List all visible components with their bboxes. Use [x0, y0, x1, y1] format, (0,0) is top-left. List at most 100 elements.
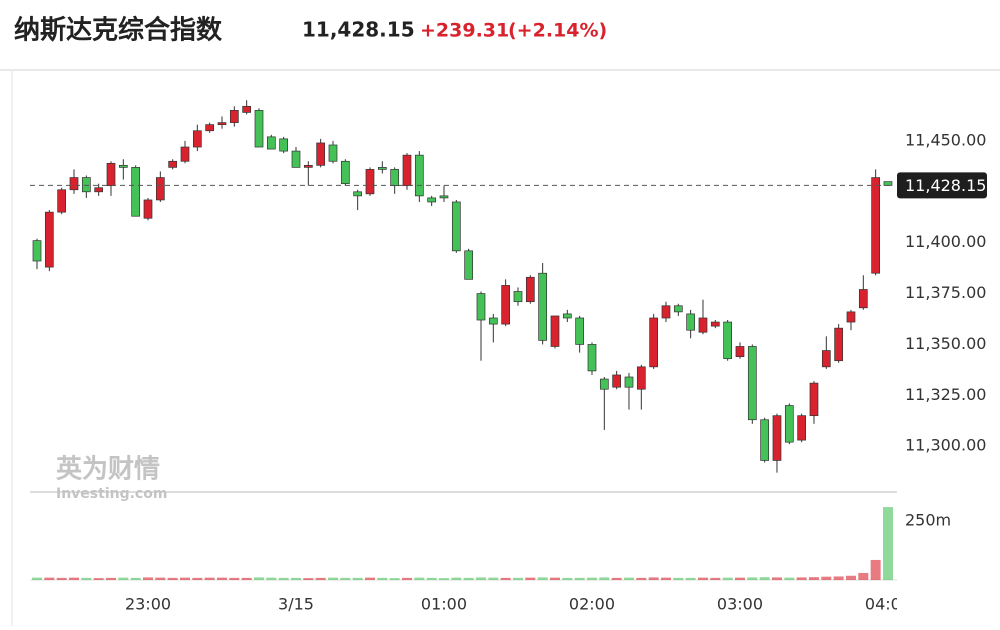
volume-bar — [611, 577, 622, 580]
candle-body — [69, 177, 79, 191]
candle-body — [180, 146, 190, 162]
candle-body — [427, 197, 437, 203]
volume-bar — [562, 577, 573, 580]
change: +239.31 — [420, 20, 509, 42]
volume-bar — [105, 577, 116, 580]
candle-body — [229, 110, 239, 123]
volume-bar — [32, 577, 42, 580]
volume-bar — [93, 578, 104, 580]
candle-body — [94, 187, 104, 193]
price: 11,428.15 — [302, 18, 415, 42]
candle-body — [501, 285, 511, 325]
labels: 23:00 3/15 01:00 02:00 03:00 04:00 — [125, 595, 911, 614]
volume-bar — [882, 507, 893, 580]
volume-bar — [290, 577, 301, 580]
candle-body — [192, 130, 202, 148]
candle-body — [673, 305, 683, 313]
candle-body — [488, 317, 498, 325]
volume-bar — [216, 577, 227, 580]
volume-bar — [167, 577, 178, 580]
volume-bar — [463, 577, 474, 580]
candle-body — [624, 376, 634, 388]
volume-bar — [845, 575, 856, 580]
volume-bar — [500, 577, 511, 580]
candle-body — [353, 191, 363, 197]
overlay: 11,300.00 11,325.00 11,350.00 11,375.00 11,4… — [30, 130, 987, 530]
volume-bar — [710, 577, 721, 580]
candle-body — [858, 289, 868, 309]
candle-body — [414, 154, 424, 197]
candle-body — [377, 167, 387, 170]
volume-bar — [241, 577, 252, 580]
candle-body — [57, 189, 67, 213]
x-tick-label: 04:00 — [865, 595, 911, 614]
candle-body — [106, 162, 116, 187]
volume-bar — [204, 577, 215, 580]
volume-bar — [327, 577, 338, 580]
last-price-badge — [897, 172, 987, 199]
y-tick-label: 11,400.00 — [905, 232, 986, 251]
volume-bar — [586, 577, 597, 580]
y-tick-label: 11,325.00 — [905, 385, 986, 404]
last-price-label: 11,428.15 — [905, 176, 986, 195]
candle-body — [661, 305, 671, 319]
watermark: Investing.com — [56, 486, 167, 502]
volume-bar — [130, 577, 141, 580]
volume-bar — [303, 578, 314, 580]
x-tick-label: 3/15 — [278, 595, 314, 614]
volume-bar — [340, 577, 351, 580]
volume-bar — [747, 577, 758, 580]
candle-body — [649, 317, 659, 368]
volume-bar — [833, 576, 844, 580]
candle-body — [32, 240, 42, 262]
volume-bar — [660, 577, 671, 580]
x-tick-label: 02:00 — [569, 595, 615, 614]
volume-bar — [44, 577, 55, 580]
volume-bar — [155, 577, 166, 580]
volume-bar — [537, 577, 548, 580]
candle-body — [760, 419, 769, 461]
candle-body — [587, 344, 597, 372]
candle-body — [809, 382, 819, 417]
volume-bar — [512, 577, 523, 580]
volume-bar — [771, 577, 782, 580]
candle-body — [538, 272, 548, 341]
candle-body — [328, 144, 338, 162]
candle-body — [464, 250, 474, 280]
volume-bar — [315, 577, 326, 580]
volume-bar — [796, 577, 807, 580]
candle-body — [772, 415, 782, 461]
candle-body — [636, 366, 646, 390]
volume-bar — [414, 577, 425, 580]
candle-body — [698, 317, 708, 333]
y-tick-label: 11,300.00 — [905, 436, 986, 455]
x-tick-label: 03:00 — [717, 595, 763, 614]
candle-body — [390, 169, 400, 187]
candle-body — [525, 276, 535, 303]
candle-body — [402, 154, 412, 187]
x-tick-label: 23:00 — [125, 595, 171, 614]
volume-bar — [426, 577, 437, 580]
volume-bar — [525, 577, 536, 580]
watermark: 英为财情 — [56, 455, 160, 485]
volume-bar — [858, 572, 869, 580]
volume-bar — [808, 577, 819, 580]
candle-body — [168, 160, 178, 168]
candles — [32, 100, 893, 473]
candle-body — [291, 150, 301, 168]
volume-bar — [599, 577, 610, 580]
candle-body — [279, 138, 289, 152]
volume-bar — [229, 577, 240, 580]
volume-bar — [673, 577, 684, 580]
volume-bar — [574, 577, 585, 580]
volume-bar — [253, 577, 264, 580]
candle-body — [131, 167, 141, 217]
volume-bar — [685, 577, 696, 580]
volume-bar — [623, 577, 634, 580]
candle-body — [266, 136, 276, 150]
volume-bar — [179, 577, 190, 580]
volume-bar — [648, 577, 659, 580]
candle-body — [562, 313, 572, 319]
volume-bar — [759, 577, 770, 580]
volume-bar — [821, 576, 832, 580]
